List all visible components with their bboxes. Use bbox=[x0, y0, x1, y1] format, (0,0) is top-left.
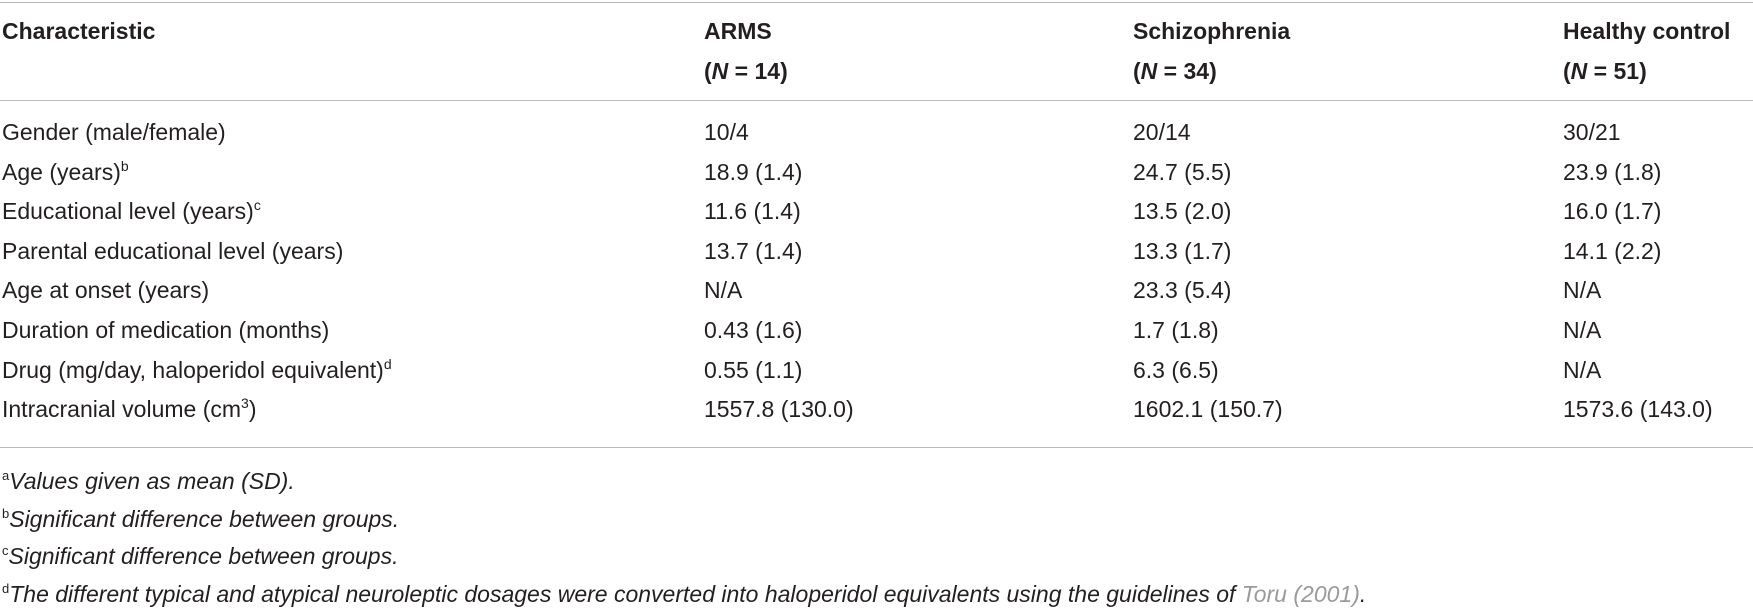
row-label: Gender (male/female) bbox=[2, 118, 226, 146]
cell: 1.7 (1.8) bbox=[1133, 317, 1219, 343]
label-text: Educational level (years) bbox=[2, 198, 254, 225]
header-n: (N = 51) bbox=[1563, 57, 1647, 85]
row-label: Intracranial volume (cm3) bbox=[2, 395, 257, 423]
label-text: Age at onset (years) bbox=[2, 277, 210, 304]
footnote-text: Significant difference between groups. bbox=[9, 505, 400, 532]
label-sup: c bbox=[253, 197, 261, 214]
label-text: Parental educational level (years) bbox=[2, 237, 344, 264]
header-n-part: N bbox=[711, 58, 729, 84]
header-n-part: = 34) bbox=[1157, 58, 1217, 84]
header-n-part: N bbox=[1140, 58, 1158, 84]
row-label: Age (years)b bbox=[2, 158, 129, 186]
cell: 23.3 (5.4) bbox=[1133, 277, 1232, 304]
footnote: cSignificant difference between groups. bbox=[2, 542, 398, 570]
header-n: (N = 14) bbox=[704, 57, 788, 85]
label-text: Age (years) bbox=[2, 158, 121, 185]
label-sup: b bbox=[120, 157, 129, 174]
header-rule bbox=[0, 100, 1753, 101]
cell: 16.0 (1.7) bbox=[1563, 198, 1662, 225]
footnote: dThe different typical and atypical neur… bbox=[2, 580, 1366, 608]
row-label: Drug (mg/day, haloperidol equivalent)d bbox=[2, 356, 392, 384]
cell: 10/4 bbox=[704, 119, 749, 145]
cell: N/A bbox=[1563, 356, 1602, 383]
header-n-part: ( bbox=[1133, 58, 1141, 84]
header-n: (N = 34) bbox=[1133, 57, 1217, 85]
cell: 13.3 (1.7) bbox=[1133, 237, 1232, 264]
footnote-link[interactable]: Toru (2001) bbox=[1241, 580, 1360, 607]
cell: 24.7 (5.5) bbox=[1133, 158, 1232, 185]
footnote-text: The different typical and atypical neuro… bbox=[9, 580, 1242, 607]
cell: 30/21 bbox=[1563, 119, 1621, 145]
footnote-text: Significant difference between groups. bbox=[8, 543, 399, 569]
header-cell: ARMS bbox=[704, 18, 772, 44]
label-sup: d bbox=[383, 355, 392, 372]
row-label: Educational level (years)c bbox=[2, 197, 261, 225]
header-n-part: ( bbox=[1563, 58, 1571, 84]
cell: 0.55 (1.1) bbox=[704, 356, 803, 383]
header-cell: Schizophrenia bbox=[1133, 18, 1291, 44]
cell: 13.5 (2.0) bbox=[1133, 198, 1232, 225]
cell: 20/14 bbox=[1133, 119, 1191, 145]
cell: 0.43 (1.6) bbox=[704, 317, 803, 343]
header-n-part: = 14) bbox=[728, 58, 788, 84]
top-rule bbox=[0, 2, 1753, 3]
footnote: aValues given as mean (SD). bbox=[2, 467, 295, 495]
cell: 1573.6 (143.0) bbox=[1563, 396, 1713, 423]
label-sup: 3 bbox=[241, 395, 249, 412]
header-n-part: = 51) bbox=[1587, 58, 1647, 84]
footnote-mark: b bbox=[2, 505, 10, 521]
cell: 6.3 (6.5) bbox=[1133, 356, 1219, 383]
header-n-part: ( bbox=[704, 58, 712, 84]
bottom-rule bbox=[0, 447, 1753, 448]
label-text: Drug (mg/day, haloperidol equivalent) bbox=[2, 356, 384, 383]
cell: 23.9 (1.8) bbox=[1563, 158, 1662, 185]
label-text: Gender (male/female) bbox=[2, 119, 226, 145]
label-text: Duration of medication (months) bbox=[2, 317, 330, 343]
header-n-part: N bbox=[1570, 58, 1588, 84]
label-after: ) bbox=[248, 396, 257, 423]
footnote-after: . bbox=[1359, 580, 1367, 607]
header-cell: Characteristic bbox=[2, 18, 156, 44]
footnote: bSignificant difference between groups. bbox=[2, 505, 399, 533]
cell: N/A bbox=[704, 277, 743, 304]
footnote-mark: d bbox=[2, 580, 10, 596]
footnote-text: Values given as mean (SD). bbox=[9, 468, 295, 494]
header-cell: Healthy control bbox=[1563, 18, 1731, 44]
row-label: Age at onset (years) bbox=[2, 276, 209, 304]
cell: 18.9 (1.4) bbox=[704, 158, 803, 185]
cell: 11.6 (1.4) bbox=[704, 198, 801, 225]
cell: 1602.1 (150.7) bbox=[1133, 396, 1283, 423]
cell: 1557.8 (130.0) bbox=[704, 396, 854, 423]
label-text: Intracranial volume (cm bbox=[2, 396, 242, 423]
footnote-mark: a bbox=[2, 468, 10, 483]
cell: N/A bbox=[1563, 317, 1602, 343]
footnote-mark: c bbox=[2, 543, 9, 558]
cell: 14.1 (2.2) bbox=[1563, 237, 1662, 264]
cell: N/A bbox=[1563, 277, 1602, 304]
row-label: Duration of medication (months) bbox=[2, 316, 329, 344]
cell: 13.7 (1.4) bbox=[704, 237, 803, 264]
row-label: Parental educational level (years) bbox=[2, 237, 343, 265]
